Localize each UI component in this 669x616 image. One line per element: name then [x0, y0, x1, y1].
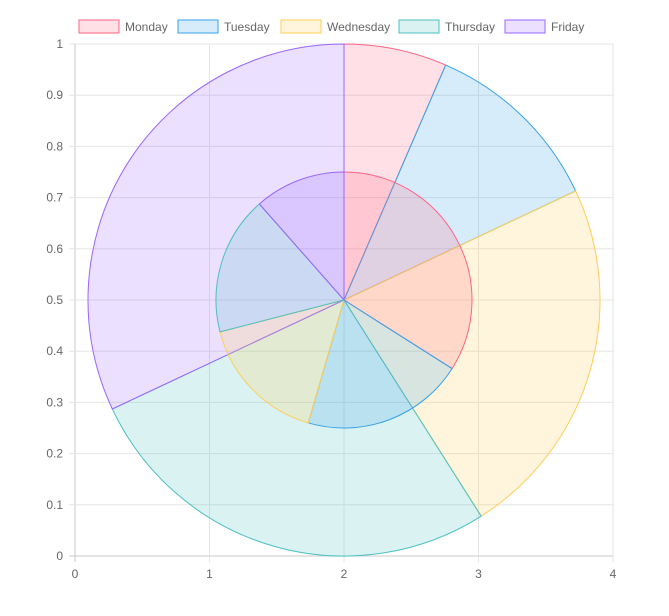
x-tick-label: 1 — [206, 567, 213, 581]
inner-slice-monday[interactable] — [343, 171, 473, 370]
outer-slice-thursday[interactable] — [111, 299, 482, 557]
y-tick-label: 0 — [56, 549, 63, 563]
x-tick-label: 3 — [475, 567, 482, 581]
inner-slice-thursday[interactable] — [215, 203, 345, 333]
legend-label: Wednesday — [327, 20, 390, 34]
y-tick-label: 0.9 — [46, 88, 63, 102]
y-tick-label: 0.6 — [46, 242, 63, 256]
legend-label: Thursday — [445, 20, 495, 34]
y-tick-label: 0.8 — [46, 139, 63, 153]
x-tick-label: 0 — [72, 567, 79, 581]
y-tick-label: 1 — [56, 37, 63, 51]
outer-slice-tuesday[interactable] — [343, 64, 577, 302]
legend-swatch — [504, 19, 546, 34]
legend: Monday Tuesday Wednesday Thursday Friday — [78, 19, 584, 34]
legend-swatch — [398, 19, 440, 34]
y-tick-label: 0.3 — [46, 395, 63, 409]
y-tick-label: 0.4 — [46, 344, 63, 358]
y-tick-label: 0.7 — [46, 191, 63, 205]
legend-label: Monday — [125, 20, 168, 34]
legend-item-monday[interactable]: Monday — [78, 19, 168, 34]
axis-ticks: 0 1 2 3 4 0 0.1 0.2 0.3 0.4 0.5 0.6 0.7 0.8 0.9 1 — [46, 37, 616, 581]
inner-slice-tuesday[interactable] — [307, 299, 453, 429]
chart-slices — [87, 43, 601, 557]
legend-swatch — [177, 19, 219, 34]
outer-slice-friday[interactable] — [87, 43, 345, 410]
y-tick-label: 0.2 — [46, 447, 63, 461]
legend-item-tuesday[interactable]: Tuesday — [177, 19, 270, 34]
x-tick-label: 4 — [610, 567, 617, 581]
x-tick-label: 2 — [341, 567, 348, 581]
outer-slice-wednesday[interactable] — [343, 190, 601, 517]
legend-label: Tuesday — [224, 20, 270, 34]
y-tick-label: 0.1 — [46, 498, 63, 512]
inner-slice-friday[interactable] — [258, 171, 345, 302]
legend-swatch — [78, 19, 120, 34]
legend-item-thursday[interactable]: Thursday — [398, 19, 495, 34]
inner-slice-wednesday[interactable] — [219, 299, 345, 424]
legend-item-friday[interactable]: Friday — [504, 19, 584, 34]
legend-label: Friday — [551, 20, 584, 34]
legend-swatch — [280, 19, 322, 34]
y-tick-label: 0.5 — [46, 293, 63, 307]
legend-item-wednesday[interactable]: Wednesday — [280, 19, 390, 34]
